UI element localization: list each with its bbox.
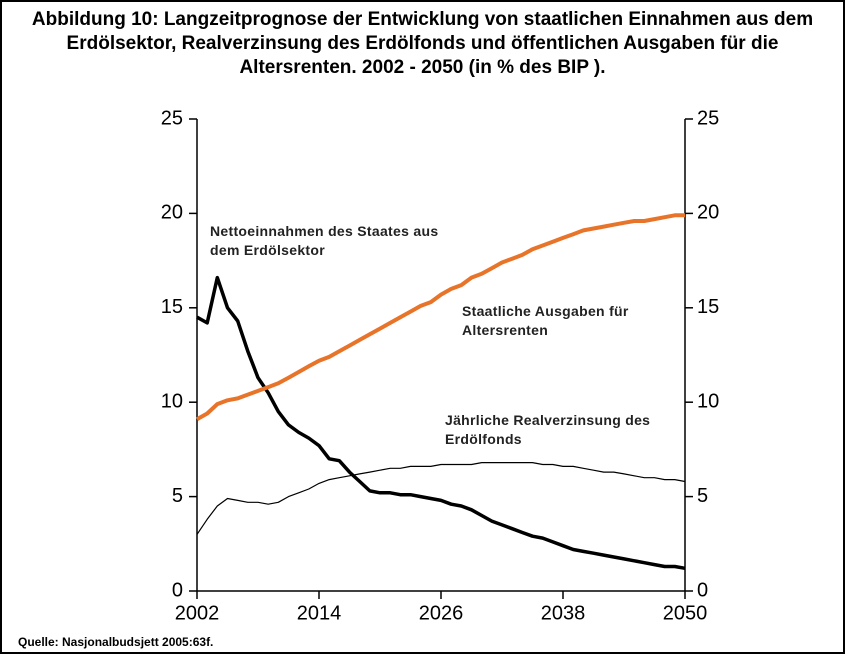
y2-tick-label: 15: [697, 296, 719, 318]
series-line: [196, 213, 685, 421]
x-tick-label: 2002: [175, 602, 220, 624]
y-tick-label: 25: [161, 107, 183, 129]
x-tick-label: 2038: [541, 602, 586, 624]
y-tick-label: 5: [172, 485, 183, 507]
y-tick-label: 15: [161, 296, 183, 318]
y-tick-label: 20: [161, 202, 183, 224]
series-label: Staatliche Ausgaben für Altersrenten: [462, 303, 629, 338]
series-line: [196, 275, 686, 571]
series-label: Jährliche Realverzinsung des Erdölfonds: [445, 412, 651, 447]
chart-title: Abbildung 10: Langzeitprognose der Entwi…: [31, 9, 814, 78]
y2-tick-label: 5: [697, 485, 708, 507]
y2-tick-label: 20: [697, 202, 719, 224]
y2-tick-label: 0: [697, 579, 708, 601]
series-line: [196, 462, 686, 535]
y2-tick-label: 10: [697, 390, 719, 412]
y-tick-label: 0: [172, 579, 183, 601]
x-tick-label: 2014: [297, 602, 342, 624]
source-note: Quelle: Nasjonalbudsjett 2005:63f.: [18, 635, 214, 649]
x-tick-label: 2050: [663, 602, 708, 624]
y2-tick-label: 25: [697, 107, 719, 129]
series-label: Nettoeinnahmen des Staates aus dem Erdöl…: [210, 223, 439, 258]
x-tick-label: 2026: [419, 602, 464, 624]
y-tick-label: 10: [161, 390, 183, 412]
